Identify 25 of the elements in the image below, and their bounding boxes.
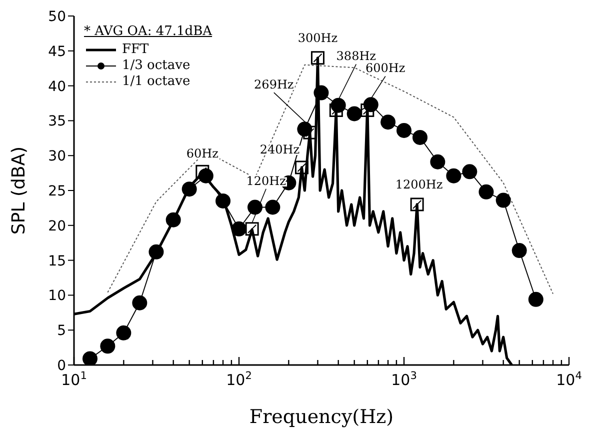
legend-label: FFT <box>122 42 149 58</box>
x-axis-title: Frequency(Hz) <box>249 406 394 428</box>
y-tick-label: 40 <box>48 78 66 95</box>
annotation: 269Hz <box>254 78 294 92</box>
y-tick-label: 35 <box>48 114 66 130</box>
y-tick-label: 5 <box>57 323 66 340</box>
x-tick-label: 10$^{3}$ <box>391 370 417 389</box>
y-tick-label: 25 <box>48 183 66 200</box>
annotation: 600Hz <box>366 61 406 76</box>
legend-label: 1/3 octave <box>122 58 190 74</box>
y-tick-label: 15 <box>48 253 66 270</box>
y-tick-label: 10 <box>48 288 66 304</box>
annotation: 60Hz <box>186 146 218 161</box>
annotation: 1200Hz <box>395 177 443 192</box>
x-tick-label: 10$^{4}$ <box>556 370 582 389</box>
y-tick-label: 50 <box>48 8 66 25</box>
annotation: 388Hz <box>336 49 376 64</box>
annotation: 300Hz <box>298 30 338 45</box>
y-tick-label: 20 <box>48 218 66 234</box>
legend-label: 1/1 octave <box>122 74 190 90</box>
annotation: * AVG OA: 47.1dBA <box>84 24 212 40</box>
y-axis-title: SPL (dBA) <box>8 146 30 235</box>
y-tick-label: 45 <box>48 44 66 60</box>
x-tick-label: 10$^{2}$ <box>226 370 252 389</box>
y-tick-label: 30 <box>48 148 66 165</box>
